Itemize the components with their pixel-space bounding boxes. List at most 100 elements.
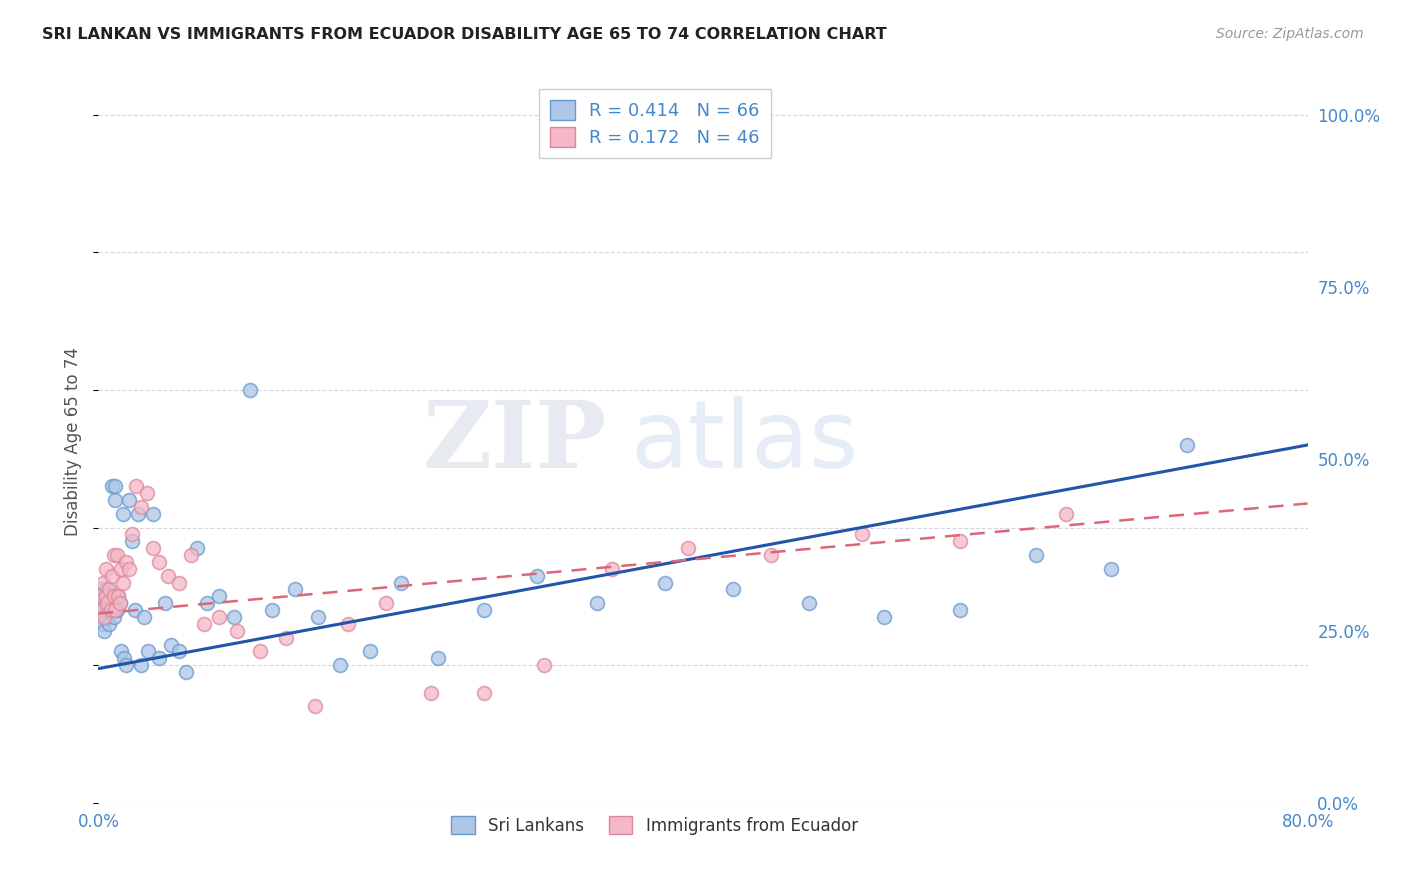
Point	[100, 603, 122, 617]
Point	[114, 658, 136, 673]
Point	[949, 603, 972, 617]
Point	[101, 568, 124, 582]
Point	[142, 507, 165, 521]
Point	[1024, 548, 1046, 562]
Point	[153, 596, 176, 610]
Point	[360, 644, 382, 658]
Point	[195, 596, 218, 610]
Point	[167, 575, 190, 590]
Point	[1327, 108, 1350, 122]
Point	[336, 616, 359, 631]
Legend: Sri Lankans, Immigrants from Ecuador: Sri Lankans, Immigrants from Ecuador	[444, 809, 865, 841]
Point	[851, 527, 873, 541]
Point	[759, 548, 782, 562]
Point	[136, 644, 159, 658]
Point	[180, 548, 202, 562]
Point	[127, 507, 149, 521]
Point	[284, 582, 307, 597]
Point	[654, 575, 676, 590]
Point	[98, 616, 121, 631]
Point	[472, 603, 495, 617]
Point	[96, 596, 118, 610]
Point	[93, 624, 115, 638]
Point	[124, 603, 146, 617]
Point	[208, 610, 231, 624]
Point	[602, 562, 624, 576]
Point	[94, 590, 117, 604]
Point	[111, 575, 134, 590]
Y-axis label: Disability Age 65 to 74: Disability Age 65 to 74	[65, 347, 83, 536]
Point	[94, 562, 117, 576]
Point	[101, 603, 124, 617]
Point	[101, 479, 124, 493]
Point	[226, 624, 249, 638]
Point	[420, 686, 443, 700]
Point	[148, 651, 170, 665]
Point	[94, 610, 117, 624]
Point	[108, 596, 131, 610]
Point	[105, 603, 128, 617]
Point	[100, 596, 122, 610]
Point	[208, 590, 231, 604]
Point	[304, 699, 326, 714]
Point	[118, 493, 141, 508]
Point	[121, 534, 143, 549]
Point	[111, 507, 134, 521]
Point	[148, 555, 170, 569]
Text: ZIP: ZIP	[422, 397, 606, 486]
Point	[129, 658, 152, 673]
Point	[427, 651, 450, 665]
Point	[873, 610, 896, 624]
Point	[533, 658, 555, 673]
Point	[193, 616, 215, 631]
Point	[329, 658, 352, 673]
Point	[90, 603, 112, 617]
Point	[129, 500, 152, 514]
Point	[112, 651, 135, 665]
Point	[91, 575, 114, 590]
Point	[723, 582, 745, 597]
Point	[94, 596, 117, 610]
Point	[160, 638, 183, 652]
Text: SRI LANKAN VS IMMIGRANTS FROM ECUADOR DISABILITY AGE 65 TO 74 CORRELATION CHART: SRI LANKAN VS IMMIGRANTS FROM ECUADOR DI…	[42, 27, 887, 42]
Point	[121, 527, 143, 541]
Point	[949, 534, 972, 549]
Point	[249, 644, 271, 658]
Point	[103, 610, 125, 624]
Point	[374, 596, 396, 610]
Point	[167, 644, 190, 658]
Point	[90, 596, 112, 610]
Point	[110, 562, 132, 576]
Point	[89, 590, 111, 604]
Point	[90, 582, 112, 597]
Point	[107, 590, 129, 604]
Point	[224, 610, 246, 624]
Point	[156, 568, 179, 582]
Point	[135, 486, 157, 500]
Point	[96, 582, 118, 597]
Point	[307, 610, 329, 624]
Point	[132, 610, 155, 624]
Point	[110, 644, 132, 658]
Point	[91, 616, 114, 631]
Point	[174, 665, 197, 679]
Point	[89, 590, 111, 604]
Point	[118, 562, 141, 576]
Point	[274, 631, 297, 645]
Point	[91, 603, 114, 617]
Point	[104, 479, 127, 493]
Point	[105, 548, 128, 562]
Point	[114, 555, 136, 569]
Point	[472, 686, 495, 700]
Point	[107, 590, 129, 604]
Point	[125, 479, 148, 493]
Point	[1175, 438, 1198, 452]
Point	[104, 493, 127, 508]
Point	[239, 383, 262, 397]
Point	[98, 590, 121, 604]
Point	[98, 582, 121, 597]
Point	[389, 575, 412, 590]
Point	[89, 610, 111, 624]
Point	[103, 590, 125, 604]
Point	[186, 541, 208, 556]
